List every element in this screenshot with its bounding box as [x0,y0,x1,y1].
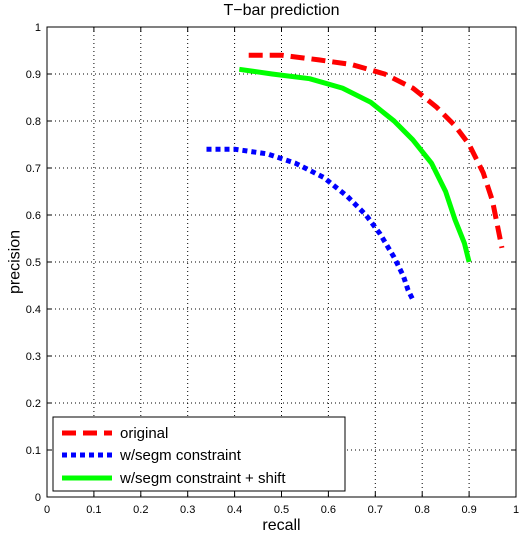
series-line-0 [248,52,505,249]
x-axis-label: recall [262,517,300,534]
y-tick-label: 0.6 [26,210,41,222]
x-tick-label: 0.8 [415,504,430,516]
y-tick-label: 0.1 [26,445,41,457]
y-tick-label: 0.3 [26,351,41,363]
legend-label-original: original [120,425,168,442]
y-tick-label: 0.2 [26,398,41,410]
legend: original w/segm constraint w/segm constr… [52,416,346,492]
x-tick-label: 0.2 [133,504,148,516]
x-tick-label: 0.3 [180,504,195,516]
y-tick-label: 0 [35,492,41,504]
x-tick-label: 0.6 [321,504,336,516]
legend-label-segm-constraint: w/segm constraint [119,447,242,464]
y-tick-label: 0.8 [26,116,41,128]
x-tick-label: 0.9 [461,504,476,516]
y-tick-label: 0.7 [26,163,41,175]
series-line-1 [206,146,416,301]
x-tick-label: 0.1 [86,504,101,516]
chart-title: T−bar prediction [223,2,339,19]
x-tick-label: 0.4 [227,504,242,516]
y-tick-label: 0.9 [26,69,41,81]
y-axis-label: precision [7,230,24,294]
x-tick-label: 1 [513,504,519,516]
series-line-2 [238,66,472,263]
y-tick-label: 1 [35,22,41,34]
y-tick-label: 0.4 [26,304,41,316]
x-tick-label: 0.7 [368,504,383,516]
x-tick-label: 0.5 [274,504,289,516]
legend-label-segm-constraint-shift: w/segm constraint + shift [119,470,286,487]
series-lines [206,52,505,301]
x-tick-label: 0 [44,504,50,516]
axis-ticks: 0 0.1 0.2 0.3 0.4 0.5 0.6 0.7 0.8 0.9 1 0 0.1 0.2 0.3 0… [26,22,519,516]
y-tick-label: 0.5 [26,257,41,269]
